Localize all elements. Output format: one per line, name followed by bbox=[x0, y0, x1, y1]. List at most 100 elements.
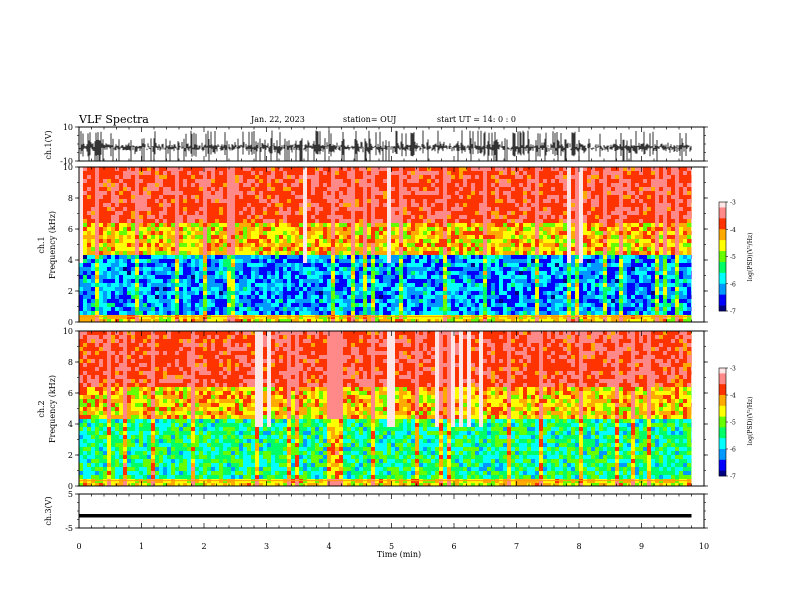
spectrogram-cell bbox=[387, 271, 391, 275]
spectrogram-cell bbox=[247, 243, 251, 247]
spectrogram-cell bbox=[295, 179, 299, 183]
spectrogram-cell bbox=[79, 287, 83, 291]
spectrogram-cell bbox=[287, 275, 291, 279]
spectrogram-cell bbox=[571, 171, 575, 175]
spectrogram-cell bbox=[515, 219, 519, 223]
spectrogram-cell bbox=[515, 191, 519, 195]
spectrogram-cell bbox=[411, 203, 415, 207]
spectrogram-cell bbox=[387, 243, 391, 247]
spectrogram-cell bbox=[247, 291, 251, 295]
spectrogram-cell bbox=[123, 179, 127, 183]
spectrogram-cell bbox=[183, 243, 187, 247]
spectrogram-cell bbox=[359, 287, 363, 291]
spectrogram-cell bbox=[491, 275, 495, 279]
spectrogram-cell bbox=[435, 231, 439, 235]
spectrogram-cell bbox=[471, 183, 475, 187]
spectrogram-cell bbox=[171, 287, 175, 291]
spectrogram-cell bbox=[363, 279, 367, 283]
spectrogram-cell bbox=[379, 247, 383, 251]
spectrogram-cell bbox=[295, 171, 299, 175]
spectrogram-cell bbox=[543, 179, 547, 183]
spectrogram-cell bbox=[191, 199, 195, 203]
spectrogram-cell bbox=[259, 287, 263, 291]
spectrogram-cell bbox=[491, 207, 495, 211]
spectrogram-cell bbox=[247, 295, 251, 299]
spectrogram-cell bbox=[167, 243, 171, 247]
spectrogram-cell bbox=[183, 195, 187, 199]
spectrogram-cell bbox=[439, 271, 443, 275]
spectrogram-cell bbox=[191, 187, 195, 191]
spectrogram-cell bbox=[83, 175, 87, 179]
spectrogram-cell bbox=[559, 227, 563, 231]
spectrogram-cell bbox=[403, 275, 407, 279]
spectrogram-cell bbox=[91, 175, 95, 179]
spectrogram-cell bbox=[575, 243, 579, 247]
spectrogram-cell bbox=[475, 203, 479, 207]
spectrogram-cell bbox=[203, 207, 207, 211]
spectrogram-cell bbox=[79, 275, 83, 279]
spectrogram-cell bbox=[151, 283, 155, 287]
spectrogram-cell bbox=[91, 319, 95, 322]
spectrogram-cell bbox=[431, 267, 435, 271]
spectrogram-cell bbox=[243, 235, 247, 239]
spectrogram-cell bbox=[427, 191, 431, 195]
spectrogram-cell bbox=[503, 215, 507, 219]
spectrogram-cell bbox=[459, 207, 463, 211]
spectrogram-cell bbox=[463, 307, 467, 311]
spectrogram-cell bbox=[467, 183, 471, 187]
spectrogram-cell bbox=[207, 191, 211, 195]
spectrogram-cell bbox=[551, 223, 555, 227]
spectrogram-cell bbox=[243, 219, 247, 223]
spectrogram-cell bbox=[191, 263, 195, 267]
spectrogram-cell bbox=[167, 199, 171, 203]
spectrogram-cell bbox=[91, 211, 95, 215]
spectrogram-cell bbox=[207, 255, 211, 259]
spectrogram-cell bbox=[187, 283, 191, 287]
spectrogram-cell bbox=[195, 203, 199, 207]
spectrogram-cell bbox=[363, 299, 367, 303]
spectrogram-cell bbox=[395, 195, 399, 199]
spectrogram-cell bbox=[163, 211, 167, 215]
spectrogram-cell bbox=[255, 183, 259, 187]
spectrogram-cell bbox=[315, 299, 319, 303]
spectrogram-cell bbox=[519, 255, 523, 259]
spectrogram-cell bbox=[551, 215, 555, 219]
spectrogram-cell bbox=[323, 311, 327, 315]
spectrogram-cell bbox=[239, 207, 243, 211]
spectrogram-cell bbox=[355, 263, 359, 267]
spectrogram-cell bbox=[491, 227, 495, 231]
spectrogram-cell bbox=[387, 167, 391, 171]
spectrogram-cell bbox=[259, 251, 263, 255]
spectrogram-cell bbox=[423, 279, 427, 283]
spectrogram-cell bbox=[135, 167, 139, 171]
spectrogram-cell bbox=[307, 283, 311, 287]
spectrogram-cell bbox=[235, 319, 239, 322]
spectrogram-cell bbox=[267, 183, 271, 187]
spectrogram-cell bbox=[399, 263, 403, 267]
spectrogram-cell bbox=[375, 283, 379, 287]
spectrogram-cell bbox=[475, 215, 479, 219]
spectrogram-cell bbox=[363, 239, 367, 243]
spectrogram-cell bbox=[535, 179, 539, 183]
spectrogram-cell bbox=[195, 319, 199, 322]
spectrogram-cell bbox=[95, 287, 99, 291]
spectrogram-cell bbox=[527, 311, 531, 315]
spectrogram-cell bbox=[575, 203, 579, 207]
spectrogram-cell bbox=[367, 227, 371, 231]
spectrogram-cell bbox=[459, 291, 463, 295]
spectrogram-cell bbox=[131, 187, 135, 191]
spectrogram-cell bbox=[399, 251, 403, 255]
spectrogram-cell bbox=[255, 283, 259, 287]
spectrogram-cell bbox=[303, 275, 307, 279]
spectrogram-cell bbox=[307, 207, 311, 211]
spectrogram-cell bbox=[335, 219, 339, 223]
spectrogram-cell bbox=[143, 243, 147, 247]
spectrogram-cell bbox=[115, 311, 119, 315]
spectrogram-cell bbox=[543, 307, 547, 311]
spectrogram-cell bbox=[531, 167, 535, 171]
spectrogram-cell bbox=[243, 271, 247, 275]
spectrogram-cell bbox=[523, 271, 527, 275]
spectrogram-cell bbox=[311, 283, 315, 287]
spectrogram-cell bbox=[359, 263, 363, 267]
spectrogram-cell bbox=[479, 167, 483, 171]
